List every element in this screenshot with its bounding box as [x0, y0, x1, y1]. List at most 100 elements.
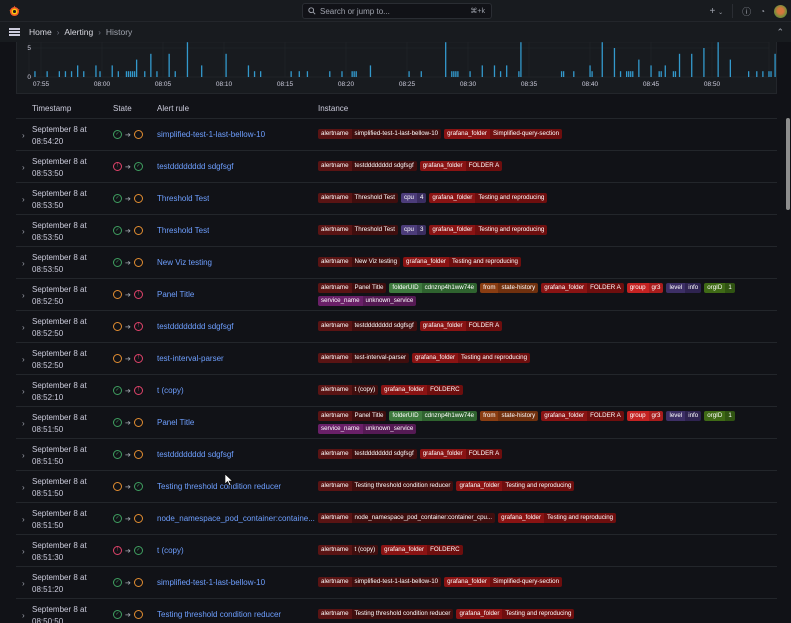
chart-bar[interactable]: [125, 71, 128, 77]
chart-bar[interactable]: [589, 65, 591, 77]
table-row[interactable]: › September 8 at 08:51:50 ✓ ➔ Panel Titl…: [16, 407, 777, 439]
chart-bar[interactable]: [628, 71, 630, 77]
alert-rule-link[interactable]: testdddddddd sdgfsgf: [157, 450, 234, 459]
alert-rule-link[interactable]: t (copy): [157, 386, 184, 395]
chart-bar[interactable]: [127, 71, 130, 77]
chart-bar[interactable]: [83, 71, 85, 77]
chart-bar[interactable]: [298, 71, 300, 77]
chart-bar[interactable]: [290, 71, 292, 77]
chart-bar[interactable]: [129, 71, 132, 77]
chart-bar[interactable]: [408, 71, 410, 77]
breadcrumb-alerting[interactable]: Alerting: [64, 27, 94, 37]
expand-row-chevron-icon[interactable]: ›: [22, 387, 25, 396]
chart-bar[interactable]: [560, 71, 563, 77]
chart-bar[interactable]: [660, 71, 662, 77]
chart-bar[interactable]: [117, 71, 119, 77]
vertical-scrollbar[interactable]: [786, 118, 790, 210]
expand-row-chevron-icon[interactable]: ›: [22, 515, 25, 524]
table-row[interactable]: › September 8 at 08:53:50 ! ➔ ✓ testdddd…: [16, 151, 777, 183]
expand-row-chevron-icon[interactable]: ›: [22, 131, 25, 140]
chart-bar[interactable]: [469, 71, 471, 77]
news-feed-icon[interactable]: ◔: [760, 6, 765, 16]
help-icon[interactable]: ⓘ: [742, 6, 752, 17]
chart-bar[interactable]: [493, 65, 496, 77]
chart-bar[interactable]: [591, 71, 593, 77]
alert-rule-link[interactable]: Testing threshold condition reducer: [157, 482, 282, 491]
chart-bar[interactable]: [253, 71, 256, 77]
chart-bar[interactable]: [329, 71, 331, 77]
alert-rule-link[interactable]: Threshold Test: [157, 194, 210, 203]
chart-bar[interactable]: [156, 71, 158, 77]
chart-bar[interactable]: [355, 71, 357, 77]
chart-bar[interactable]: [691, 53, 693, 77]
table-row[interactable]: › September 8 at 08:52:10 ✓ ➔ ! t (copy)…: [16, 375, 777, 407]
table-row[interactable]: › September 8 at 08:51:50 ✓ ➔ testdddddd…: [16, 439, 777, 471]
alert-rule-link[interactable]: testdddddddd sdgfsgf: [157, 322, 234, 331]
alert-rule-link[interactable]: test-interval-parser: [157, 354, 224, 363]
table-row[interactable]: › September 8 at 08:51:50 ✓ ➔ node_names…: [16, 503, 777, 535]
grafana-logo-icon[interactable]: [8, 5, 21, 18]
expand-row-chevron-icon[interactable]: ›: [22, 259, 25, 268]
chart-bar[interactable]: [34, 71, 36, 77]
expand-row-chevron-icon[interactable]: ›: [22, 291, 25, 300]
chart-bar[interactable]: [144, 71, 146, 77]
chart-bar[interactable]: [664, 65, 666, 77]
alert-rule-link[interactable]: Testing threshold condition reducer: [157, 610, 282, 619]
alert-rule-link[interactable]: simplified-test-1-last-bellow-10: [157, 130, 266, 139]
chart-bar[interactable]: [770, 71, 772, 77]
chart-bar[interactable]: [99, 71, 101, 77]
chart-bar[interactable]: [420, 71, 422, 77]
chart-bar[interactable]: [729, 59, 731, 77]
expand-row-chevron-icon[interactable]: ›: [22, 355, 25, 364]
chart-bar[interactable]: [260, 71, 262, 77]
chart-bar[interactable]: [70, 71, 73, 77]
table-row[interactable]: › September 8 at 08:51:50 ➔ ✓ Testing th…: [16, 471, 777, 503]
chart-bar[interactable]: [186, 42, 189, 77]
chart-bar[interactable]: [756, 71, 758, 77]
chart-bar[interactable]: [369, 65, 372, 77]
chart-bar[interactable]: [703, 48, 705, 77]
chart-bar[interactable]: [658, 71, 660, 77]
table-row[interactable]: › September 8 at 08:53:50 ✓ ➔ Threshold …: [16, 183, 777, 215]
alert-rule-link[interactable]: Panel Title: [157, 290, 195, 299]
chart-bar[interactable]: [626, 71, 628, 77]
expand-row-chevron-icon[interactable]: ›: [22, 483, 25, 492]
alert-rule-link[interactable]: Panel Title: [157, 418, 195, 427]
chart-bar[interactable]: [619, 71, 622, 77]
chart-bar[interactable]: [131, 71, 134, 77]
table-row[interactable]: › September 8 at 08:52:50 ➔ ! Panel Titl…: [16, 279, 777, 311]
chart-bar[interactable]: [168, 53, 170, 77]
menu-hamburger-icon[interactable]: [9, 28, 20, 36]
chart-bar[interactable]: [613, 48, 616, 77]
chart-bar[interactable]: [111, 65, 113, 77]
chart-bar[interactable]: [481, 65, 483, 77]
chart-bar[interactable]: [445, 42, 447, 77]
table-row[interactable]: › September 8 at 08:54:20 ✓ ➔ simplified…: [16, 119, 777, 151]
alert-rule-link[interactable]: t (copy): [157, 546, 184, 555]
chart-bar[interactable]: [46, 71, 48, 77]
table-row[interactable]: › September 8 at 08:53:50 ✓ ➔ Threshold …: [16, 215, 777, 247]
chart-bar[interactable]: [674, 71, 677, 77]
alert-rule-link[interactable]: simplified-test-1-last-bellow-10: [157, 578, 266, 587]
search-input[interactable]: Search or jump to... ⌘+k: [302, 3, 492, 19]
table-row[interactable]: › September 8 at 08:53:50 ✓ ➔ New Viz te…: [16, 247, 777, 279]
chart-bar[interactable]: [457, 71, 459, 77]
user-avatar[interactable]: [774, 4, 787, 18]
chart-bar[interactable]: [762, 71, 764, 77]
chart-bar[interactable]: [135, 59, 138, 77]
chart-bar[interactable]: [717, 42, 719, 77]
expand-row-chevron-icon[interactable]: ›: [22, 163, 25, 172]
chart-bar[interactable]: [77, 65, 79, 77]
chart-bar[interactable]: [672, 71, 675, 77]
alert-rule-link[interactable]: node_namespace_pod_container:containe...: [157, 514, 315, 523]
chart-bar[interactable]: [748, 71, 750, 77]
expand-row-chevron-icon[interactable]: ›: [22, 419, 25, 428]
alert-rule-link[interactable]: New Viz testing: [157, 258, 212, 267]
chart-bar[interactable]: [520, 42, 522, 77]
chart-bar[interactable]: [455, 71, 457, 77]
chart-bar[interactable]: [601, 42, 603, 77]
collapse-chevron-up-icon[interactable]: ⌃: [776, 27, 784, 37]
chart-bar[interactable]: [506, 65, 508, 77]
table-row[interactable]: › September 8 at 08:52:50 ➔ ! test-inter…: [16, 343, 777, 375]
alert-rule-link[interactable]: Threshold Test: [157, 226, 210, 235]
